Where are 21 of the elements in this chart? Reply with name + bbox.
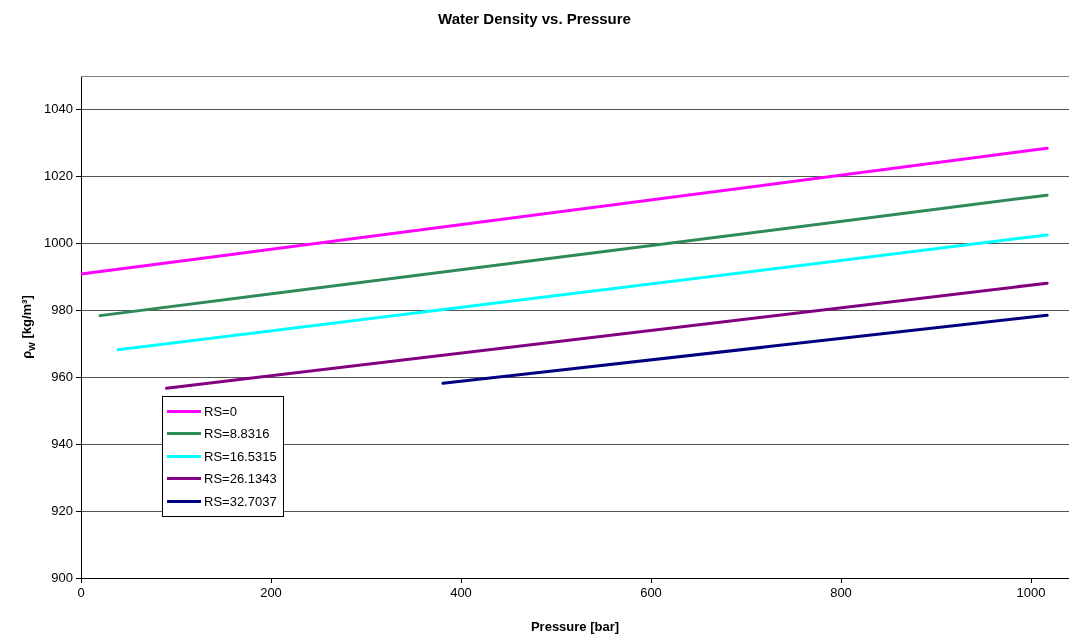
y-tick-label: 920 bbox=[51, 502, 73, 518]
x-axis-title: Pressure [bar] bbox=[530, 618, 620, 634]
legend-label: RS=32.7037 bbox=[204, 493, 277, 509]
legend-label: RS=26.1343 bbox=[204, 471, 277, 487]
x-tick-label: 1000 bbox=[1016, 585, 1046, 601]
y-tick-label: 940 bbox=[51, 435, 73, 451]
chart-title: Water Density vs. Pressure bbox=[437, 10, 632, 27]
legend-label: RS=8.8316 bbox=[204, 426, 270, 442]
y-tick-label: 1000 bbox=[44, 234, 73, 250]
y-tick-label: 1020 bbox=[44, 167, 73, 183]
legend-label: RS=0 bbox=[204, 403, 237, 419]
x-tick-label: 800 bbox=[830, 585, 852, 601]
legend-label: RS=16.5315 bbox=[204, 448, 277, 464]
x-tick-label: 0 bbox=[77, 585, 85, 601]
y-tick-label: 1040 bbox=[44, 101, 73, 117]
y-tick-label: 980 bbox=[51, 301, 73, 317]
y-tick-label: 960 bbox=[51, 368, 73, 384]
x-tick-label: 600 bbox=[640, 585, 662, 601]
x-tick-label: 400 bbox=[450, 585, 472, 601]
x-tick-label: 200 bbox=[260, 585, 282, 601]
y-tick-label: 900 bbox=[51, 569, 73, 585]
